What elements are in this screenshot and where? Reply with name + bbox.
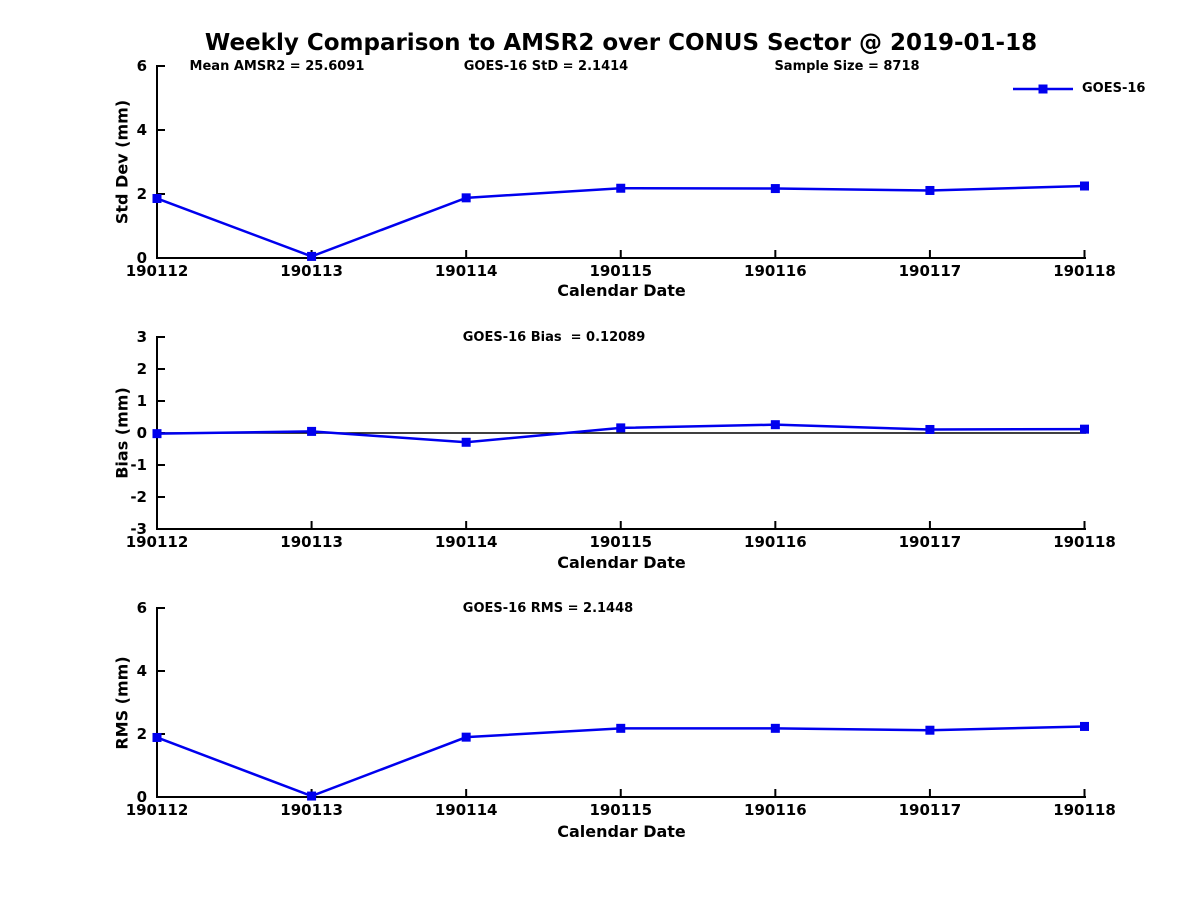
y-axis-title-rms: RMS (mm): [112, 655, 132, 750]
legend-label: GOES-16: [1082, 81, 1146, 96]
data-point-bias-190116: [770, 420, 780, 430]
y-tick-label-bias: -2: [130, 488, 147, 506]
data-point-bias-190115: [616, 423, 626, 433]
data-point-rms-190113: [307, 791, 317, 801]
series-line-rms: [156, 725, 1085, 798]
y-tick-label-bias: 3: [136, 328, 147, 346]
data-point-std-dev-190112: [152, 193, 162, 203]
data-point-std-dev-190117: [925, 185, 935, 195]
data-point-std-dev-190113: [307, 251, 317, 261]
y-tick-label-std-dev: 6: [136, 57, 147, 75]
annotation-bias-0: GOES-16 Bias = 0.12089: [462, 330, 646, 345]
y-tick-label-bias: -3: [130, 520, 147, 538]
data-point-rms-190116: [770, 723, 780, 733]
x-tick-label-std-dev: 190114: [434, 262, 498, 280]
x-tick-label-bias: 190117: [898, 533, 962, 551]
data-point-rms-190117: [925, 725, 935, 735]
data-point-rms-190118: [1080, 721, 1089, 731]
data-point-std-dev-190115: [616, 183, 626, 193]
data-point-bias-190114: [461, 437, 471, 447]
x-axis-title-std-dev: Calendar Date: [557, 281, 686, 300]
chart-std-dev: [152, 65, 1089, 261]
y-axis-title-bias: Bias (mm): [112, 387, 132, 479]
x-tick-label-rms: 190113: [280, 801, 343, 819]
y-tick-label-bias: -1: [130, 456, 147, 474]
figure-title: Weekly Comparison to AMSR2 over CONUS Se…: [204, 30, 1038, 56]
x-tick-label-rms: 190116: [744, 801, 807, 819]
annotation-std-dev-2: Sample Size = 8718: [774, 59, 920, 74]
x-tick-label-std-dev: 190118: [1053, 262, 1116, 280]
data-point-bias-190112: [152, 429, 162, 439]
x-tick-label-std-dev: 190113: [280, 262, 343, 280]
x-tick-label-rms: 190117: [898, 801, 962, 819]
data-point-bias-190117: [925, 424, 935, 434]
legend-line-marker-icon: [1013, 84, 1073, 93]
x-tick-label-rms: 190118: [1053, 801, 1116, 819]
chart-bias: [152, 336, 1089, 530]
x-tick-label-std-dev: 190116: [744, 262, 807, 280]
y-tick-label-bias: 0: [136, 424, 147, 442]
y-tick-label-std-dev: 4: [136, 121, 147, 139]
x-tick-label-rms: 190112: [125, 801, 189, 819]
y-tick-label-rms: 6: [136, 599, 147, 617]
x-tick-label-std-dev: 190115: [589, 262, 653, 280]
series-line-std-dev: [156, 184, 1085, 258]
y-tick-label-rms: 2: [136, 725, 147, 743]
chart-rms: [152, 607, 1089, 801]
x-tick-label-rms: 190114: [434, 801, 498, 819]
data-point-rms-190114: [461, 732, 471, 742]
data-point-bias-190118: [1080, 424, 1089, 434]
y-tick-label-bias: 2: [136, 360, 147, 378]
y-tick-label-bias: 1: [136, 392, 147, 410]
x-tick-label-std-dev: 190112: [125, 262, 189, 280]
y-tick-label-std-dev: 0: [136, 249, 147, 267]
x-tick-label-bias: 190113: [280, 533, 343, 551]
x-tick-label-rms: 190115: [589, 801, 653, 819]
data-point-std-dev-190114: [461, 193, 471, 203]
x-tick-label-bias: 190114: [434, 533, 498, 551]
annotation-std-dev-1: GOES-16 StD = 2.1414: [463, 59, 629, 74]
x-tick-label-bias: 190112: [125, 533, 189, 551]
legend: GOES-16: [1012, 81, 1145, 96]
x-tick-label-bias: 190115: [589, 533, 653, 551]
x-tick-label-bias: 190116: [744, 533, 807, 551]
data-point-std-dev-190118: [1080, 181, 1089, 191]
y-tick-label-std-dev: 2: [136, 185, 147, 203]
y-axis-title-std-dev: Std Dev (mm): [112, 99, 132, 225]
y-tick-label-rms: 4: [136, 662, 147, 680]
data-point-bias-190113: [307, 426, 317, 436]
annotation-rms-0: GOES-16 RMS = 2.1448: [462, 601, 634, 616]
x-tick-label-std-dev: 190117: [898, 262, 962, 280]
y-tick-label-rms: 0: [136, 788, 147, 806]
x-axis-title-bias: Calendar Date: [557, 553, 686, 572]
data-point-std-dev-190116: [770, 184, 780, 194]
data-point-rms-190112: [152, 732, 162, 742]
x-axis-title-rms: Calendar Date: [557, 822, 686, 841]
annotation-std-dev-0: Mean AMSR2 = 25.6091: [189, 59, 365, 74]
x-tick-label-bias: 190118: [1053, 533, 1116, 551]
data-point-rms-190115: [616, 723, 626, 733]
